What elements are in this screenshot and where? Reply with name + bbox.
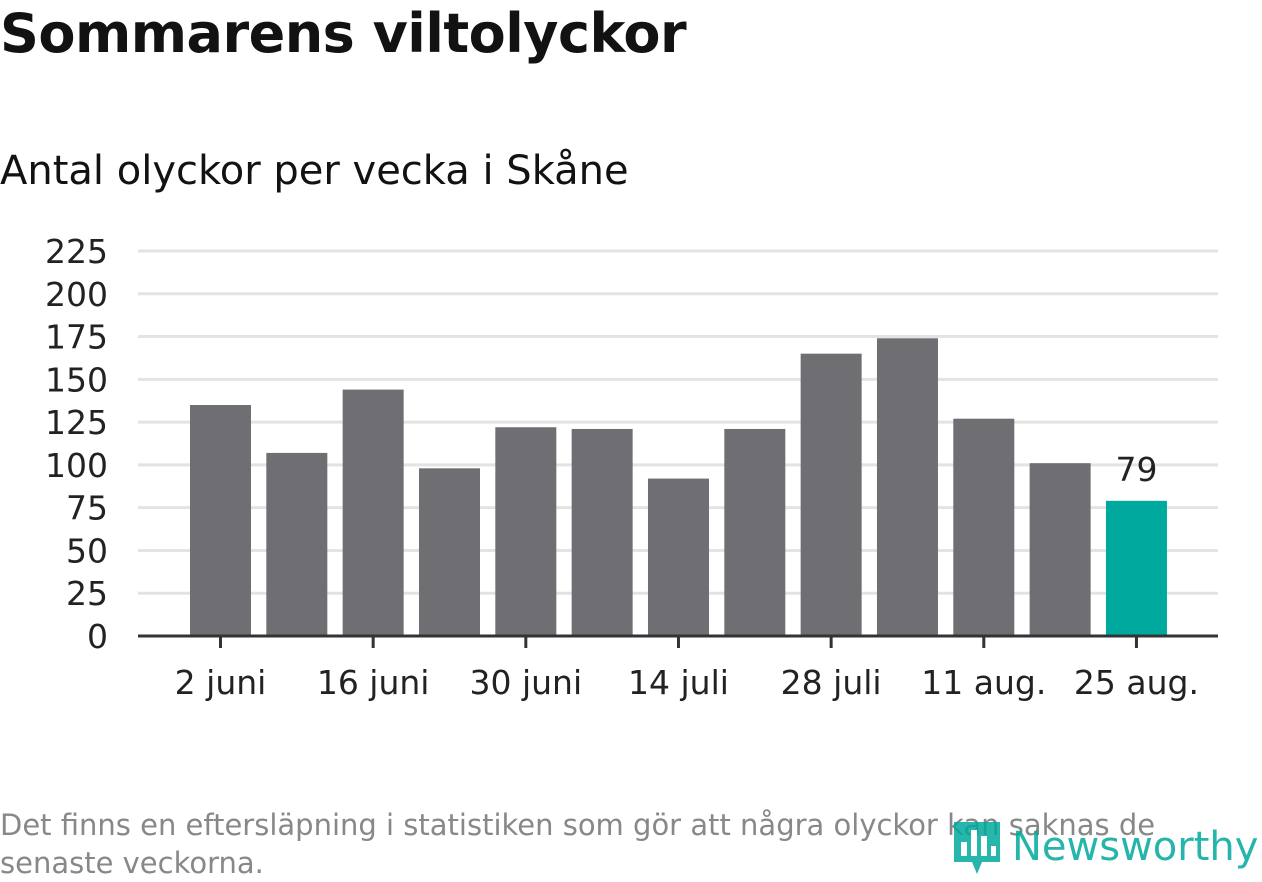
y-tick-label: 50 xyxy=(66,531,108,570)
newsworthy-logo-icon xyxy=(954,822,1000,874)
x-axis: 2 juni 16 juni 30 juni 14 juli 28 juli 11 aug… xyxy=(138,634,1218,702)
brand-name: Newsworthy xyxy=(1012,824,1259,870)
bar xyxy=(495,427,557,636)
x-tick-label: 16 juni xyxy=(317,663,430,702)
chart-title: Sommarens viltolyckor xyxy=(0,2,687,65)
bar xyxy=(724,428,786,636)
bar xyxy=(647,478,709,636)
data-label: 79 xyxy=(1115,450,1157,489)
bar-highlight xyxy=(1105,500,1167,636)
x-tick-label: 11 aug. xyxy=(921,663,1046,702)
bar xyxy=(266,452,328,636)
bar xyxy=(418,468,480,636)
bar xyxy=(1029,463,1091,636)
bar xyxy=(190,405,251,636)
x-tick-label: 28 juli xyxy=(781,663,882,702)
y-tick-label: 150 xyxy=(45,360,108,399)
bars xyxy=(190,338,1167,636)
y-tick-label: 0 xyxy=(87,617,108,656)
data-labels: 79 xyxy=(1115,450,1157,489)
bar xyxy=(953,418,1015,636)
y-tick-label: 25 xyxy=(66,574,108,613)
bar xyxy=(800,353,862,636)
chart-subtitle: Antal olyckor per vecka i Skåne xyxy=(0,148,629,194)
bar xyxy=(342,389,404,636)
bar xyxy=(571,428,633,636)
y-tick-label: 100 xyxy=(45,446,108,485)
y-tick-label: 75 xyxy=(66,489,108,528)
x-tick-label: 30 juni xyxy=(469,663,582,702)
x-tick-label: 25 aug. xyxy=(1074,663,1199,702)
y-tick-label: 125 xyxy=(45,403,108,442)
x-tick-label: 14 juli xyxy=(628,663,729,702)
y-tick-label: 200 xyxy=(45,275,108,314)
y-tick-label: 225 xyxy=(45,232,108,271)
bar xyxy=(876,338,938,636)
y-tick-label: 175 xyxy=(45,318,108,357)
x-tick-label: 2 juni xyxy=(175,663,267,702)
brand-logo: Newsworthy xyxy=(952,816,1258,878)
